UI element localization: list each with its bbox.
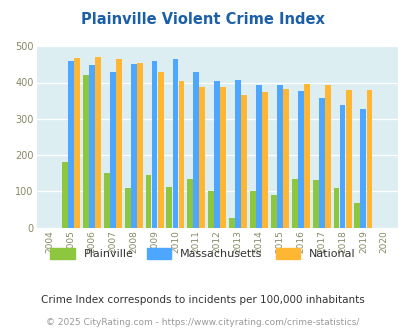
Bar: [303, 83, 309, 228]
Bar: [193, 72, 199, 228]
Bar: [130, 64, 136, 228]
Bar: [68, 61, 74, 228]
Bar: [115, 58, 122, 228]
Bar: [249, 191, 255, 228]
Bar: [178, 81, 184, 228]
Bar: [110, 72, 115, 228]
Bar: [199, 87, 205, 228]
Bar: [324, 85, 330, 228]
Bar: [228, 218, 234, 228]
Legend: Plainville, Massachusetts, National: Plainville, Massachusetts, National: [46, 244, 359, 263]
Bar: [104, 173, 109, 228]
Bar: [157, 72, 163, 228]
Bar: [339, 105, 345, 228]
Bar: [354, 203, 359, 228]
Bar: [345, 90, 351, 228]
Text: © 2025 CityRating.com - https://www.cityrating.com/crime-statistics/: © 2025 CityRating.com - https://www.city…: [46, 318, 359, 327]
Bar: [62, 162, 68, 228]
Bar: [83, 75, 89, 228]
Bar: [256, 85, 261, 228]
Bar: [166, 187, 172, 228]
Bar: [270, 195, 276, 228]
Bar: [291, 179, 297, 228]
Bar: [312, 180, 318, 228]
Bar: [360, 109, 365, 228]
Bar: [89, 65, 95, 228]
Bar: [151, 61, 157, 228]
Bar: [297, 91, 303, 228]
Text: Plainville Violent Crime Index: Plainville Violent Crime Index: [81, 12, 324, 26]
Bar: [241, 95, 247, 228]
Bar: [366, 90, 371, 228]
Bar: [333, 188, 339, 228]
Bar: [136, 63, 142, 228]
Bar: [95, 57, 100, 228]
Bar: [214, 81, 220, 228]
Bar: [276, 85, 282, 228]
Bar: [124, 188, 130, 228]
Bar: [74, 58, 80, 228]
Bar: [282, 89, 288, 228]
Bar: [145, 175, 151, 228]
Bar: [172, 59, 178, 228]
Text: Crime Index corresponds to incidents per 100,000 inhabitants: Crime Index corresponds to incidents per…: [41, 295, 364, 305]
Bar: [234, 80, 241, 228]
Bar: [318, 98, 324, 228]
Bar: [220, 87, 226, 228]
Bar: [262, 91, 267, 228]
Bar: [187, 179, 193, 228]
Bar: [208, 191, 213, 228]
